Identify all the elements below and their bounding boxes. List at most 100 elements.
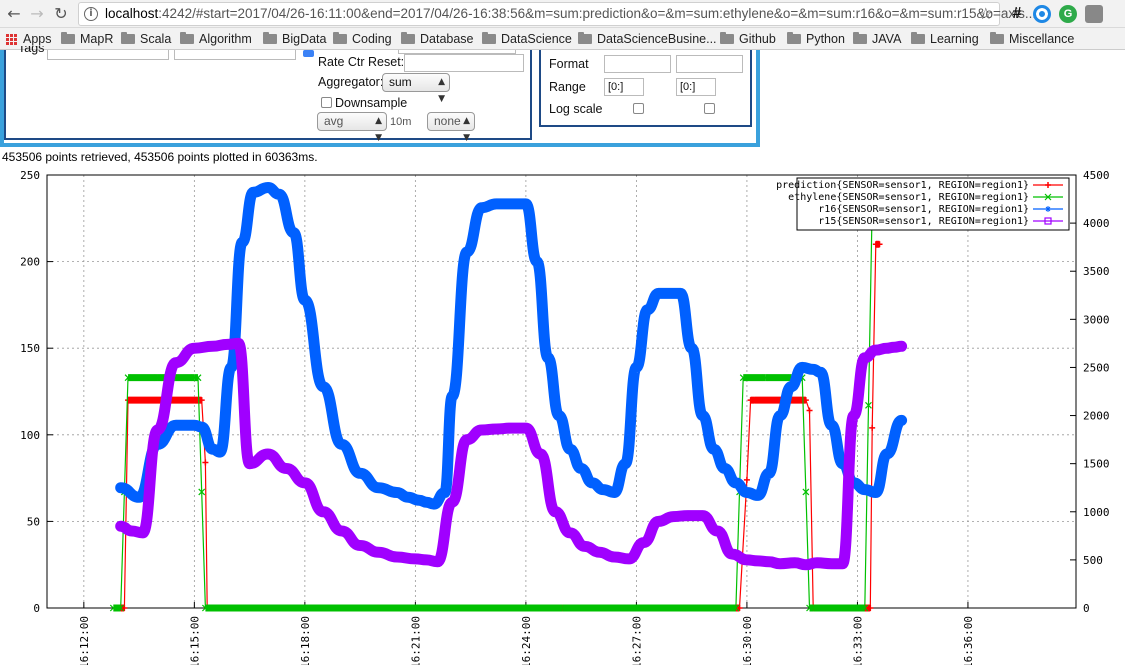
- tag-key-input[interactable]: [47, 50, 169, 60]
- downsample-fill-select[interactable]: none ▲ ▼: [427, 112, 475, 143]
- folder-icon: [990, 32, 1004, 44]
- bookmark-label: Python: [806, 32, 845, 46]
- bookmark-label: JAVA: [872, 32, 902, 46]
- x-tick-label: 16:21:00: [409, 616, 422, 665]
- folder-icon: [787, 32, 801, 44]
- y-right-tick-label: 4000: [1083, 217, 1110, 230]
- series-point-0: [198, 397, 205, 404]
- bookmark-label: DataScienceBusine...: [597, 32, 717, 46]
- x-tick-label: 16:24:00: [520, 616, 533, 665]
- y-right-tick-label: 2000: [1083, 410, 1110, 423]
- series-point-1: [198, 488, 206, 496]
- status-text: 453506 points retrieved, 453506 points p…: [2, 150, 318, 164]
- circle-extension-icon[interactable]: [1033, 5, 1051, 23]
- series-point-1: [865, 401, 872, 409]
- legend-label: r15{SENSOR=sensor1, REGION=region1}: [818, 216, 1029, 227]
- bookmark-folder[interactable]: MapR: [61, 31, 113, 47]
- y-right-tick-label: 2500: [1083, 361, 1110, 374]
- x-tick-label: 16:12:00: [78, 616, 91, 665]
- bookmark-folder[interactable]: Coding: [333, 31, 392, 47]
- series-point-0: [736, 605, 743, 611]
- forward-button[interactable]: →: [30, 4, 44, 23]
- y1-range-input[interactable]: [0:]: [604, 78, 644, 96]
- y-right-tick-label: 500: [1083, 554, 1103, 567]
- reload-button[interactable]: ↻: [54, 4, 68, 23]
- y2-log-scale-checkbox[interactable]: [704, 103, 715, 114]
- bookmark-folder[interactable]: Algorithm: [180, 31, 252, 47]
- x-tick-label: 16:18:00: [299, 616, 312, 665]
- rate-input[interactable]: [398, 50, 516, 54]
- folder-icon: [333, 32, 347, 44]
- y-right-tick-label: 1500: [1083, 458, 1110, 471]
- downsample-interval[interactable]: 10m: [390, 116, 412, 128]
- series-point-1: [732, 604, 740, 612]
- bookmark-label: MapR: [80, 32, 114, 46]
- y-right-tick-label: 1000: [1083, 506, 1110, 519]
- x-tick-label: 16:27:00: [630, 616, 643, 665]
- select-arrow-icon: ▲ ▼: [375, 116, 382, 143]
- y-right-tick-label: 4500: [1083, 169, 1110, 182]
- y-left-tick-label: 250: [20, 169, 40, 182]
- y2-format-input[interactable]: [676, 55, 743, 73]
- downsample-agg-select[interactable]: avg ▲ ▼: [317, 112, 387, 143]
- format-label: Format: [549, 57, 589, 71]
- bookmark-apps[interactable]: Apps: [6, 31, 52, 47]
- y-left-tick-label: 0: [33, 602, 40, 615]
- bookmark-folder[interactable]: Learning: [911, 31, 979, 47]
- folder-icon: [263, 32, 277, 44]
- hash-extension-icon[interactable]: #: [1012, 5, 1022, 22]
- folder-icon: [853, 32, 867, 44]
- tags-label: Tags: [18, 46, 45, 55]
- bookmark-folder[interactable]: Github: [720, 31, 776, 47]
- bookmark-folder[interactable]: DataScienceBusine...: [578, 31, 717, 47]
- folder-icon: [401, 32, 415, 44]
- g-extension-icon[interactable]: G: [1059, 5, 1077, 23]
- y1-log-scale-checkbox[interactable]: [633, 103, 644, 114]
- downsample-agg-value: avg: [324, 114, 344, 128]
- bookmark-folder[interactable]: Miscellance: [990, 31, 1074, 47]
- downsample-checkbox[interactable]: [321, 97, 332, 108]
- select-arrow-icon: ▲ ▼: [463, 116, 470, 143]
- bookmark-label: BigData: [282, 32, 327, 46]
- bookmark-folder[interactable]: Scala: [121, 31, 171, 47]
- bookmark-folder[interactable]: DataScience: [482, 31, 572, 47]
- legend-label: prediction{SENSOR=sensor1, REGION=region…: [776, 180, 1029, 191]
- bookmark-folder[interactable]: JAVA: [853, 31, 901, 47]
- bookmark-label: Algorithm: [199, 32, 252, 46]
- series-point-1: [739, 374, 747, 382]
- metric-panel: [4, 50, 532, 140]
- back-button[interactable]: ←: [7, 4, 21, 23]
- series-point-0: [806, 407, 813, 414]
- y-right-tick-label: 3000: [1083, 313, 1110, 326]
- y2-range-input[interactable]: [0:]: [676, 78, 716, 96]
- y1-format-input[interactable]: [604, 55, 671, 73]
- address-bar[interactable]: i localhost:4242/#start=2017/04/26-16:11…: [78, 2, 1036, 26]
- bookmark-folder[interactable]: Database: [401, 31, 474, 47]
- bookmark-folder[interactable]: BigData: [263, 31, 326, 47]
- downsample-fill-value: none: [434, 114, 461, 128]
- square-extension-icon[interactable]: [1085, 5, 1103, 23]
- legend-marker: [1045, 182, 1051, 188]
- bookmark-star-icon[interactable]: ☆: [978, 4, 993, 23]
- log-scale-label: Log scale: [549, 102, 603, 116]
- series-point-1: [835, 604, 843, 612]
- series-line-3: [115, 337, 908, 571]
- y-right-tick-label: 0: [1083, 602, 1090, 615]
- bookmark-label: Coding: [352, 32, 392, 46]
- bookmark-label: Database: [420, 32, 474, 46]
- url-text[interactable]: localhost:4242/#start=2017/04/26-16:11:0…: [105, 6, 1036, 21]
- series-point-1: [559, 604, 567, 612]
- y-left-tick-label: 100: [20, 429, 40, 442]
- series-point-0: [743, 476, 750, 483]
- y-left-tick-label: 150: [20, 342, 40, 355]
- series-point-0: [802, 397, 809, 404]
- rate-ctr-reset-input[interactable]: [404, 54, 524, 72]
- aggregator-select[interactable]: sum ▲ ▼: [382, 73, 450, 104]
- y-right-tick-label: 3500: [1083, 265, 1110, 278]
- bookmark-label: DataScience: [501, 32, 572, 46]
- legend-marker: [1044, 217, 1052, 225]
- info-icon[interactable]: i: [84, 7, 98, 21]
- rate-checkbox[interactable]: [303, 50, 314, 57]
- bookmark-folder[interactable]: Python: [787, 31, 845, 47]
- tag-value-input[interactable]: [174, 50, 296, 60]
